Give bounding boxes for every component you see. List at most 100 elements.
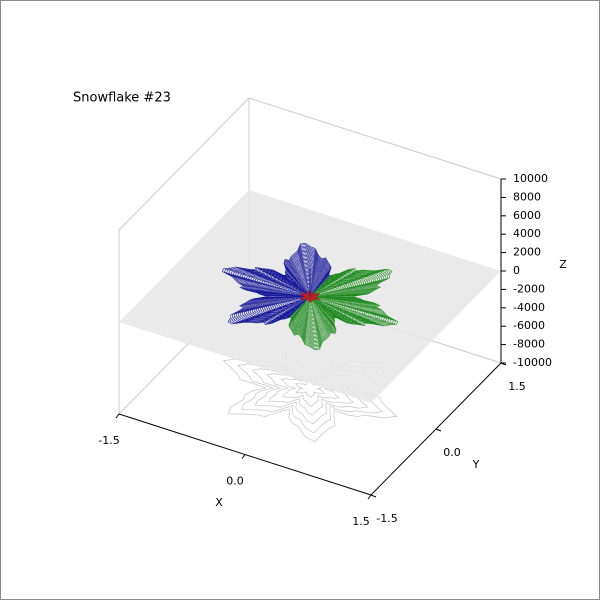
contour: [288, 268, 396, 349]
contour: [295, 277, 370, 333]
contour: [293, 274, 379, 339]
contour: [252, 261, 325, 316]
contour: [239, 253, 328, 320]
y-axis-label: Y: [472, 458, 480, 471]
contour: [301, 285, 344, 317]
contour: [283, 280, 317, 306]
y-tick: [435, 428, 442, 432]
contour: [306, 292, 322, 304]
contour: [302, 287, 339, 315]
x-tick-label: 1.5: [352, 515, 370, 528]
contour: [303, 288, 335, 312]
chart-title: Snowflake #23: [73, 91, 171, 106]
contour: [228, 246, 331, 323]
contour: [304, 289, 333, 311]
contour: [281, 278, 318, 306]
contour: [298, 289, 314, 301]
z-tick-label: -2000: [513, 282, 545, 295]
x-tick: [367, 494, 372, 500]
y-tick: [370, 494, 377, 498]
contour: [267, 270, 321, 311]
z-tick-label: -8000: [513, 338, 545, 351]
contour: [290, 270, 390, 345]
contour: [274, 274, 319, 309]
z-tick-label: 0: [513, 264, 520, 277]
contour: [292, 273, 381, 340]
z-tick-label: -4000: [513, 301, 545, 314]
z-tick-label: 8000: [513, 190, 541, 203]
contour: [246, 257, 326, 318]
contour: [289, 284, 316, 304]
contour: [235, 250, 329, 321]
contour: [224, 244, 332, 325]
contour: [296, 279, 364, 329]
contour: [298, 281, 357, 325]
contour: [289, 270, 392, 347]
contour: [294, 275, 374, 336]
contour: [300, 283, 350, 321]
contour: [303, 287, 337, 313]
contour: [304, 289, 331, 309]
z-tick-label: -10000: [513, 356, 552, 369]
contour: [237, 252, 328, 320]
x-tick: [115, 413, 120, 419]
y-tick-label: 1.5: [508, 380, 526, 393]
contour: [302, 286, 342, 316]
contour: [230, 248, 330, 323]
x-tick-label: -1.5: [98, 434, 119, 447]
x-tick: [241, 454, 246, 459]
x-axis-label: X: [215, 496, 223, 509]
contour: [250, 260, 325, 316]
contour: [292, 285, 315, 303]
contour: [272, 273, 320, 309]
contour: [265, 269, 321, 311]
contour: [285, 281, 317, 305]
contour: [305, 291, 326, 307]
contour: [295, 277, 368, 332]
z-tick-label: 4000: [513, 227, 541, 240]
contour: [294, 286, 315, 302]
z-tick-label: -6000: [513, 319, 545, 332]
contour: [301, 284, 346, 319]
pane-edge: [248, 97, 502, 180]
contour: [291, 272, 385, 343]
contour: [226, 245, 331, 324]
contour: [291, 271, 388, 344]
contour: [300, 284, 348, 320]
contour: [263, 268, 322, 312]
contour: [293, 275, 377, 337]
contour: [287, 282, 316, 304]
contour: [305, 290, 328, 308]
contour: [278, 277, 318, 307]
z-axis-label: Z: [559, 258, 567, 271]
contour: [270, 272, 320, 310]
contour: [299, 282, 353, 323]
contour: [294, 276, 372, 335]
contour: [232, 249, 329, 322]
contour: [256, 264, 324, 314]
z-tick-label: 10000: [513, 172, 548, 185]
contour: [299, 282, 355, 324]
contour: [241, 254, 327, 319]
pane-edge: [118, 97, 250, 231]
z-tick-label: 6000: [513, 209, 541, 222]
y-tick-label: 0.0: [443, 446, 461, 459]
y-tick-label: -1.5: [376, 512, 397, 525]
contour: [292, 273, 383, 341]
contour: [259, 265, 323, 313]
contour: [288, 268, 399, 351]
x-tick-label: 0.0: [226, 475, 244, 488]
contour: [296, 288, 314, 302]
contour: [296, 278, 366, 331]
contour: [276, 276, 319, 308]
contour: [221, 242, 332, 325]
contour: [254, 262, 324, 315]
contour: [243, 256, 327, 318]
contour: [297, 280, 361, 328]
contour: [261, 266, 323, 313]
contour: [297, 280, 359, 327]
contour: [248, 258, 326, 317]
contour: [306, 291, 324, 305]
z-tick-label: 2000: [513, 246, 541, 259]
